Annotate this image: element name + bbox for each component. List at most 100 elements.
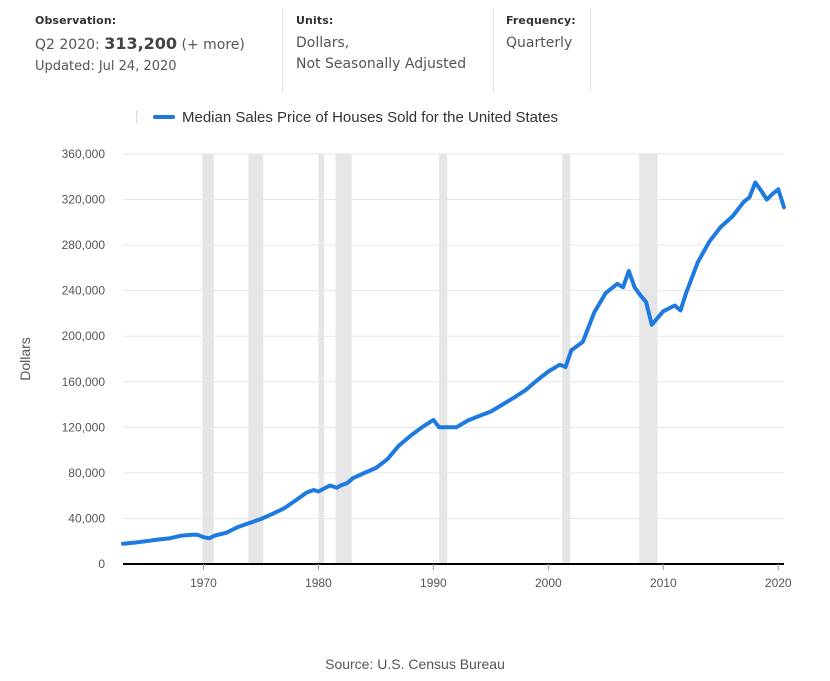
data-point[interactable] (270, 512, 274, 516)
recession-band (335, 154, 352, 564)
data-point[interactable] (633, 285, 637, 289)
data-point[interactable] (512, 396, 516, 400)
legend-swatch (153, 115, 175, 119)
data-point[interactable] (213, 534, 217, 538)
data-point[interactable] (604, 291, 608, 295)
data-point[interactable] (558, 363, 562, 367)
frequency-value: Quarterly (506, 35, 573, 51)
data-point[interactable] (144, 539, 148, 543)
data-point[interactable] (293, 499, 297, 503)
data-point[interactable] (742, 200, 746, 204)
data-point[interactable] (771, 192, 775, 196)
data-point[interactable] (335, 486, 339, 490)
data-point[interactable] (621, 285, 625, 289)
series-line[interactable] (121, 180, 786, 546)
data-point[interactable] (121, 542, 125, 546)
data-point[interactable] (345, 481, 349, 485)
data-point[interactable] (592, 310, 596, 314)
data-point[interactable] (581, 340, 585, 344)
data-point[interactable] (397, 444, 401, 448)
data-point[interactable] (719, 225, 723, 229)
data-point[interactable] (707, 240, 711, 244)
data-point[interactable] (207, 536, 211, 540)
data-point[interactable] (673, 303, 677, 307)
data-point[interactable] (132, 541, 136, 545)
data-point[interactable] (443, 425, 447, 429)
data-point[interactable] (656, 316, 660, 320)
data-point[interactable] (696, 260, 700, 264)
data-point[interactable] (312, 488, 316, 492)
data-point[interactable] (564, 365, 568, 369)
data-point[interactable] (730, 215, 734, 219)
updated-date: Updated: Jul 24, 2020 (35, 59, 177, 74)
units-line-2: Not Seasonally Adjusted (296, 56, 467, 72)
data-point[interactable] (679, 308, 683, 312)
data-point[interactable] (644, 300, 648, 304)
x-tick-label: 1970 (190, 576, 217, 590)
data-point[interactable] (500, 403, 504, 407)
data-point[interactable] (167, 536, 171, 540)
units-block: Units: Dollars, Not Seasonally Adjusted (296, 14, 496, 92)
y-tick-label: 320,000 (62, 193, 106, 207)
data-point[interactable] (224, 531, 228, 535)
data-point[interactable] (362, 471, 366, 475)
y-tick-label: 0 (98, 557, 105, 571)
observation-header: Observation: Q2 2020: 313,200 (+ more) U… (0, 0, 830, 92)
data-point[interactable] (236, 525, 240, 529)
recession-band (318, 154, 325, 564)
data-point[interactable] (748, 195, 752, 199)
data-point[interactable] (201, 535, 205, 539)
y-tick-label: 40,000 (68, 511, 105, 525)
data-point[interactable] (190, 533, 194, 537)
data-point[interactable] (477, 414, 481, 418)
data-point[interactable] (282, 506, 286, 510)
chart-legend[interactable]: Median Sales Price of Houses Sold for th… (136, 106, 558, 128)
recession-band (439, 154, 448, 564)
recession-band (562, 154, 571, 564)
data-point[interactable] (328, 484, 332, 488)
data-point[interactable] (489, 410, 493, 414)
data-point[interactable] (684, 290, 688, 294)
data-point[interactable] (339, 483, 343, 487)
data-point[interactable] (627, 269, 631, 273)
data-point[interactable] (437, 425, 441, 429)
data-point[interactable] (420, 425, 424, 429)
data-point[interactable] (466, 419, 470, 422)
data-point[interactable] (247, 521, 251, 525)
data-point[interactable] (535, 379, 539, 383)
data-point[interactable] (385, 457, 389, 461)
data-point[interactable] (408, 434, 412, 438)
data-point[interactable] (196, 533, 200, 537)
data-point[interactable] (305, 490, 309, 494)
data-point[interactable] (351, 476, 355, 480)
data-point[interactable] (316, 489, 320, 493)
data-point[interactable] (782, 205, 786, 209)
data-point[interactable] (569, 348, 573, 352)
observation-value-line: Q2 2020: 313,200 (+ more) (35, 33, 275, 56)
data-point[interactable] (546, 370, 550, 374)
data-point[interactable] (431, 418, 435, 422)
data-point[interactable] (374, 466, 378, 470)
data-point[interactable] (454, 425, 458, 429)
divider (493, 8, 494, 92)
data-point[interactable] (661, 309, 665, 313)
data-point[interactable] (650, 323, 654, 327)
units-line-1: Dollars, (296, 35, 350, 51)
line-chart[interactable]: 0 40,000 80,000 120,000 160,000 200,000 240,00… (0, 130, 830, 600)
data-point[interactable] (776, 187, 780, 191)
data-point[interactable] (178, 534, 182, 538)
grid-lines (123, 153, 784, 519)
recession-bands (202, 154, 658, 564)
data-point[interactable] (523, 388, 527, 392)
more-observations-link[interactable]: (+ more) (181, 37, 245, 53)
legend-drag-handle[interactable] (136, 111, 143, 123)
observation-block: Observation: Q2 2020: 313,200 (+ more) U… (35, 14, 275, 92)
data-point[interactable] (765, 198, 769, 202)
data-point[interactable] (155, 538, 159, 542)
data-point[interactable] (753, 180, 757, 184)
data-point[interactable] (259, 517, 263, 521)
data-point[interactable] (759, 188, 763, 192)
frequency-block: Frequency: Quarterly (506, 14, 596, 92)
data-point[interactable] (638, 293, 642, 297)
data-point[interactable] (615, 282, 619, 286)
